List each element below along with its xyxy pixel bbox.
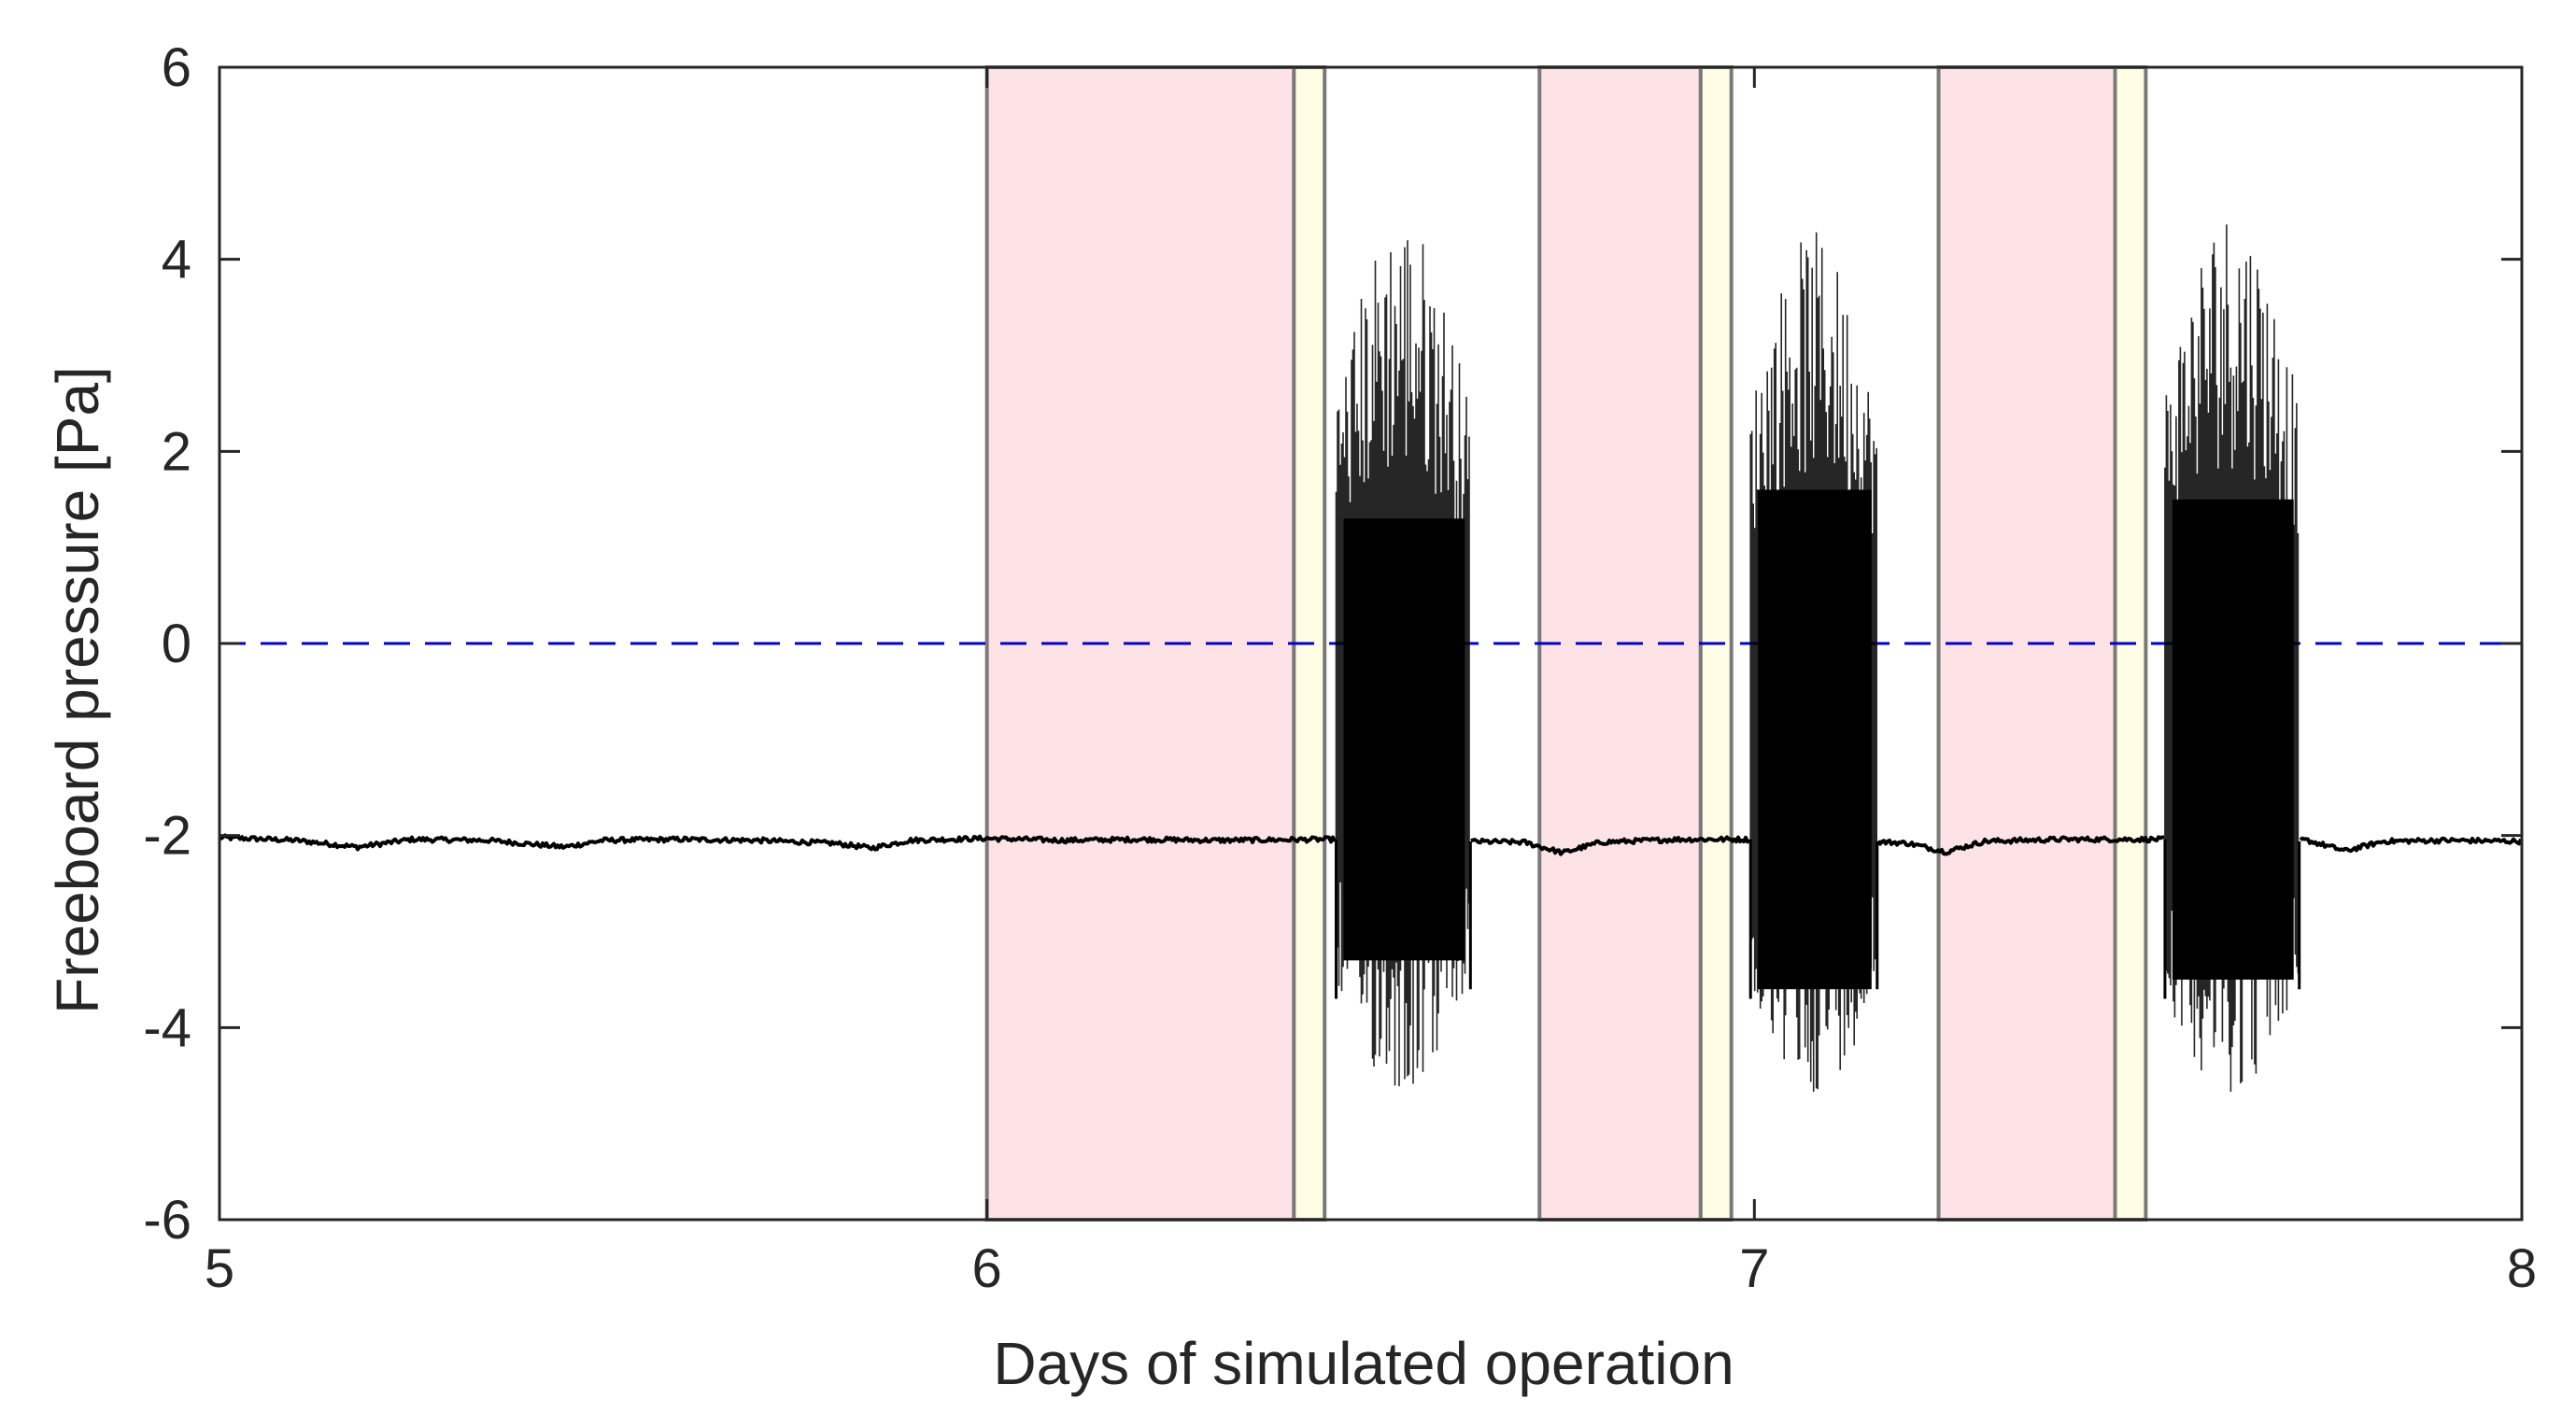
burst-spikes — [1749, 232, 1877, 1092]
series-baseline-segment-4 — [2299, 836, 2523, 854]
oscillation-burst-3 — [2163, 224, 2301, 1092]
data-series — [218, 224, 2523, 1092]
shaded-regions — [984, 65, 2148, 1222]
y-tick-label: -6 — [143, 1190, 191, 1250]
y-tick-label: -2 — [143, 806, 191, 867]
axes: 5 6 7 8 6 4 2 0 -2 -4 -6 — [143, 37, 2537, 1299]
x-tick-label: 7 — [1739, 1238, 1769, 1299]
burst-spikes — [1335, 240, 1470, 1087]
y-tick-label: 4 — [162, 230, 191, 290]
y-tick-label: 6 — [162, 37, 191, 98]
series-baseline-segment-3 — [1876, 835, 2164, 856]
y-tick-label: 2 — [162, 421, 191, 482]
oscillation-burst-1 — [1335, 240, 1472, 1087]
series-baseline-segment-2 — [1470, 835, 1751, 856]
burst-spikes — [2164, 224, 2300, 1092]
x-tick-label: 8 — [2507, 1238, 2537, 1299]
y-axis-label: Freeboard pressure [Pa] — [44, 366, 111, 1014]
y-tick-label: -4 — [143, 997, 191, 1058]
x-axis-label: Days of simulated operation — [993, 1330, 1734, 1397]
x-tick-label: 5 — [205, 1238, 234, 1299]
x-tick-label: 6 — [972, 1238, 1002, 1299]
series-baseline-segment-1 — [218, 833, 1337, 852]
y-tick-label: 0 — [162, 614, 191, 674]
oscillation-burst-2 — [1748, 232, 1879, 1092]
